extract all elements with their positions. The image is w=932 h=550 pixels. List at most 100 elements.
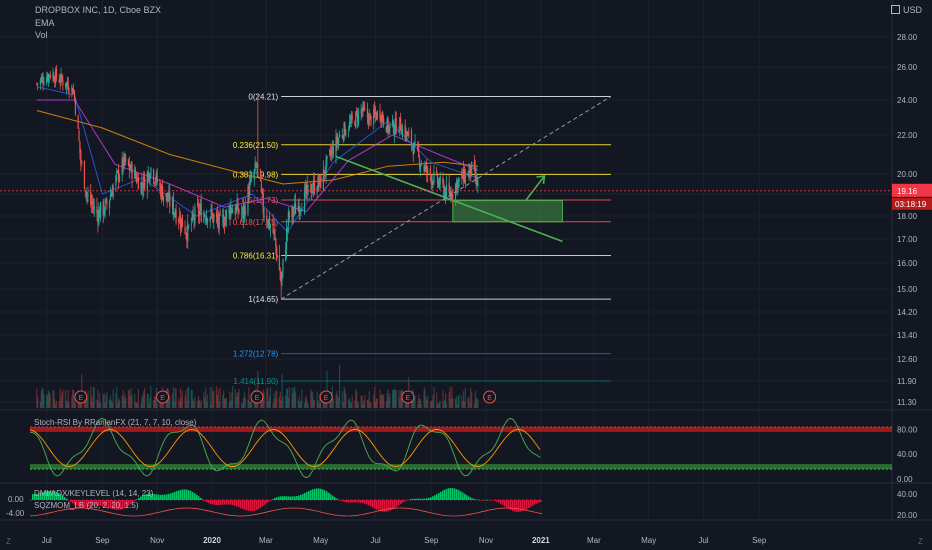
candle-body xyxy=(99,209,101,218)
volume-bar xyxy=(298,395,300,408)
candle-body xyxy=(325,158,327,176)
candle-body xyxy=(73,89,75,93)
volume-bar xyxy=(299,403,301,408)
volume-bar xyxy=(267,387,269,408)
momentum-bar xyxy=(414,498,416,500)
momentum-bar xyxy=(98,500,100,506)
momentum-bar xyxy=(38,493,40,500)
candle-body xyxy=(294,202,297,215)
volume-bar xyxy=(368,391,370,408)
volume-bar xyxy=(97,389,99,408)
candle-body xyxy=(136,177,139,182)
candle-body xyxy=(474,168,476,180)
candle-body xyxy=(91,201,94,205)
candle-body xyxy=(410,130,413,146)
volume-bar xyxy=(48,392,50,408)
zoom-right-icon[interactable]: Z xyxy=(918,537,923,546)
candle-body xyxy=(102,201,104,216)
earnings-icon xyxy=(74,390,88,404)
momentum-bar xyxy=(148,493,150,500)
volume-bar xyxy=(125,397,127,408)
volume-bar xyxy=(398,390,400,408)
candle-body xyxy=(413,142,415,154)
momentum-bar xyxy=(264,500,266,505)
candle-body xyxy=(171,199,174,208)
volume-bar xyxy=(468,397,470,408)
candle-body xyxy=(263,215,265,217)
momentum-bar xyxy=(222,500,224,505)
target-zone[interactable] xyxy=(452,200,563,223)
momentum-bar xyxy=(158,494,160,500)
candle-body xyxy=(306,183,308,194)
currency-label[interactable]: USD xyxy=(890,5,922,15)
volume-bar xyxy=(467,397,469,408)
volume-bar xyxy=(225,398,227,408)
countdown-label: 03:18:19 xyxy=(895,200,927,209)
candle-body xyxy=(192,213,194,217)
momentum-bar xyxy=(330,494,332,500)
volume-bar xyxy=(294,386,296,408)
volume-bar xyxy=(320,401,322,408)
zoom-left-icon[interactable]: Z xyxy=(6,537,11,546)
earnings-icon xyxy=(483,390,497,404)
volume-bar xyxy=(179,402,181,408)
volume-bar xyxy=(418,398,421,408)
volume-bar xyxy=(121,395,123,408)
volume-bar xyxy=(280,400,282,408)
momentum-bar xyxy=(504,500,506,507)
candle-body xyxy=(228,206,230,214)
volume-bar xyxy=(55,403,57,408)
momentum-bar xyxy=(88,500,90,507)
momentum-bar xyxy=(368,500,370,506)
volume-bar xyxy=(427,395,429,408)
momentum-bar xyxy=(482,500,484,501)
candle-body xyxy=(285,228,288,250)
fibonacci-retracement[interactable]: 0(24.21) 0.236(21.50) 0.382(19.98) 0.5(18.7… xyxy=(233,93,611,386)
volume-bar xyxy=(379,389,381,408)
volume-bar xyxy=(316,391,318,408)
candle-body xyxy=(92,207,95,209)
earnings-icon xyxy=(250,390,264,404)
volume-bar xyxy=(108,399,111,408)
volume-bar xyxy=(281,374,283,408)
earnings-marker: E xyxy=(483,390,497,404)
candle-body xyxy=(385,126,387,133)
candle-body xyxy=(376,111,378,119)
volume-bar xyxy=(237,392,239,408)
volume-bar xyxy=(464,387,466,408)
candle-body xyxy=(438,182,440,187)
time-axis[interactable]: Jul Sep Nov 2020 Mar May Jul Sep Nov 2021 Mar May Ju… xyxy=(42,536,767,545)
momentum-bar xyxy=(84,500,86,508)
candle-body xyxy=(118,176,121,182)
candle-body xyxy=(382,112,384,121)
candle-body xyxy=(274,228,276,237)
momentum-bar xyxy=(164,494,166,500)
volume-bar xyxy=(266,389,268,408)
volume-bar xyxy=(129,395,131,408)
volume-bar xyxy=(338,364,341,408)
candle-body xyxy=(241,212,243,214)
momentum-bar xyxy=(174,491,176,500)
price-tick-label: 28.00 xyxy=(897,33,918,42)
trend-lines[interactable] xyxy=(280,96,612,300)
volume-bar xyxy=(350,402,352,408)
volume-bar xyxy=(317,400,319,408)
momentum-bar xyxy=(188,490,190,500)
momentum-bar xyxy=(302,493,304,500)
candle-body xyxy=(64,82,67,87)
momentum-bar xyxy=(198,496,200,500)
candle-body xyxy=(457,179,459,188)
candle-body xyxy=(48,74,50,77)
candle-body xyxy=(97,214,99,223)
momentum-bar xyxy=(468,496,470,500)
price-axis[interactable]: 28.0026.0024.0022.0020.0019.0018.0017.00… xyxy=(0,33,932,407)
volume-bar xyxy=(291,387,293,408)
candle-body xyxy=(206,218,209,223)
momentum-bar xyxy=(292,496,294,500)
candle-body xyxy=(360,109,362,114)
volume-bar xyxy=(191,390,193,408)
candle-body xyxy=(180,218,183,231)
momentum-bar xyxy=(334,497,336,500)
